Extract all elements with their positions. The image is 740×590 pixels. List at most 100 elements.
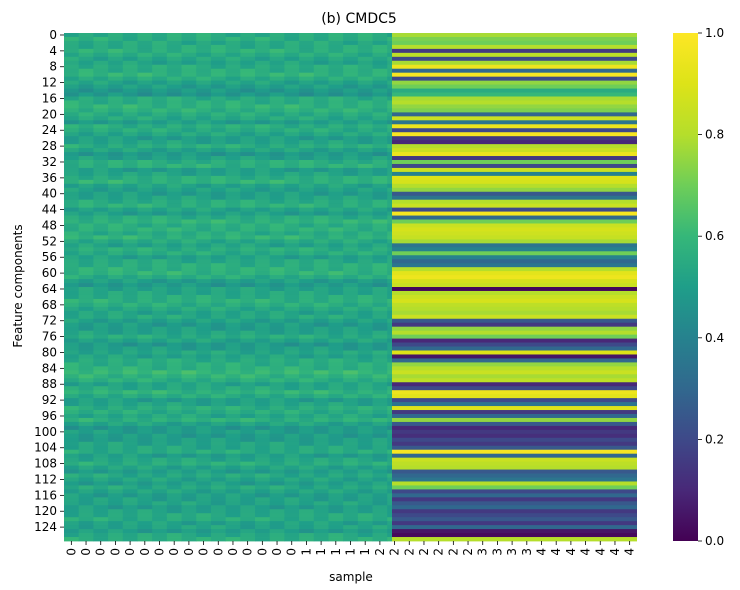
heatmap-cell <box>137 132 153 137</box>
heatmap-cell <box>225 505 241 510</box>
heatmap-cell <box>299 406 315 411</box>
heatmap-cell <box>152 370 168 375</box>
heatmap-cell <box>372 88 388 93</box>
heatmap-cell <box>255 223 271 228</box>
heatmap-cell <box>225 44 241 50</box>
heatmap-cell <box>122 390 138 395</box>
heatmap-cell <box>240 537 256 542</box>
heatmap-cell <box>387 44 393 50</box>
heatmap-cell <box>166 275 182 280</box>
heatmap-cell <box>181 148 197 153</box>
heatmap-cell <box>166 310 182 316</box>
heatmap-cell <box>166 120 182 125</box>
heatmap-cell <box>299 294 315 300</box>
heatmap-cell <box>240 263 256 268</box>
heatmap-cell <box>108 100 124 105</box>
heatmap-cell <box>372 298 388 304</box>
heatmap-cell <box>137 318 153 324</box>
heatmap-cell <box>137 453 153 459</box>
heatmap-cell <box>122 394 138 399</box>
heatmap-cell <box>299 36 315 42</box>
heatmap-cell <box>152 144 168 149</box>
heatmap-cell <box>166 287 182 292</box>
heatmap-cell <box>269 509 285 514</box>
heatmap-cell <box>240 513 256 518</box>
heatmap-cell <box>269 290 285 296</box>
heatmap-cell <box>343 354 359 359</box>
heatmap-cell <box>78 175 94 181</box>
heatmap-cell <box>93 136 109 141</box>
heatmap-cell <box>269 48 285 54</box>
heatmap-band-cell <box>392 410 637 415</box>
heatmap-cell <box>343 493 359 498</box>
heatmap-cell <box>225 338 241 343</box>
heatmap-cell <box>181 171 197 177</box>
heatmap-cell <box>313 60 329 66</box>
heatmap-cell <box>78 72 94 78</box>
heatmap-cell <box>108 33 124 38</box>
heatmap-cell <box>137 382 153 387</box>
heatmap-cell <box>166 429 182 435</box>
heatmap-cell <box>108 390 124 395</box>
heatmap-band-cell <box>392 96 637 101</box>
heatmap-cell <box>269 36 285 42</box>
heatmap-cell <box>181 477 197 482</box>
heatmap-cell <box>313 72 329 78</box>
heatmap-cell <box>196 287 212 292</box>
heatmap-cell <box>387 211 393 216</box>
heatmap-cell <box>328 358 344 363</box>
heatmap-cell <box>284 330 300 336</box>
heatmap-cell <box>64 160 80 165</box>
heatmap-cell <box>64 334 80 339</box>
heatmap-cell <box>108 402 124 407</box>
heatmap-cell <box>299 322 315 328</box>
heatmap-cell <box>93 96 109 101</box>
heatmap-cell <box>343 469 359 474</box>
heatmap-cell <box>225 255 241 260</box>
heatmap-cell <box>210 533 227 538</box>
heatmap-cell <box>328 227 344 232</box>
heatmap-cell <box>196 171 212 177</box>
heatmap-cell <box>93 433 109 439</box>
heatmap-cell <box>255 505 271 510</box>
heatmap-cell <box>181 243 197 248</box>
heatmap-cell <box>357 302 373 308</box>
heatmap-cell <box>255 374 271 379</box>
heatmap-cell <box>225 501 241 506</box>
heatmap-cell <box>166 425 182 431</box>
heatmap-cell <box>78 390 94 395</box>
heatmap-cell <box>78 461 94 466</box>
heatmap-cell <box>181 465 197 470</box>
heatmap-cell <box>181 60 197 66</box>
heatmap-cell <box>269 227 285 232</box>
heatmap-cell <box>210 537 227 542</box>
heatmap-cell <box>78 302 94 308</box>
heatmap-cell <box>181 211 197 216</box>
heatmap-cell <box>78 501 94 506</box>
heatmap-cell <box>152 330 168 336</box>
heatmap-cell <box>269 279 285 284</box>
heatmap-cell <box>152 56 168 62</box>
heatmap-cell <box>343 251 359 256</box>
heatmap-cell <box>284 421 300 427</box>
heatmap-cell <box>299 56 315 62</box>
heatmap-band-cell <box>392 287 637 292</box>
heatmap-cell <box>284 136 300 141</box>
heatmap-cell <box>372 342 388 347</box>
heatmap-cell <box>108 72 124 78</box>
heatmap-cell <box>313 342 329 347</box>
heatmap-cell <box>137 148 153 153</box>
heatmap-cell <box>210 92 227 97</box>
heatmap-cell <box>284 183 300 189</box>
heatmap-cell <box>196 489 212 494</box>
heatmap-cell <box>152 433 168 439</box>
heatmap-cell <box>343 398 359 403</box>
heatmap-cell <box>181 298 197 304</box>
heatmap-cell <box>299 414 315 419</box>
heatmap-cell <box>284 160 300 165</box>
heatmap-cell <box>269 136 285 141</box>
heatmap-cell <box>240 100 256 105</box>
heatmap-cell <box>64 390 80 395</box>
heatmap-cell <box>152 108 168 113</box>
